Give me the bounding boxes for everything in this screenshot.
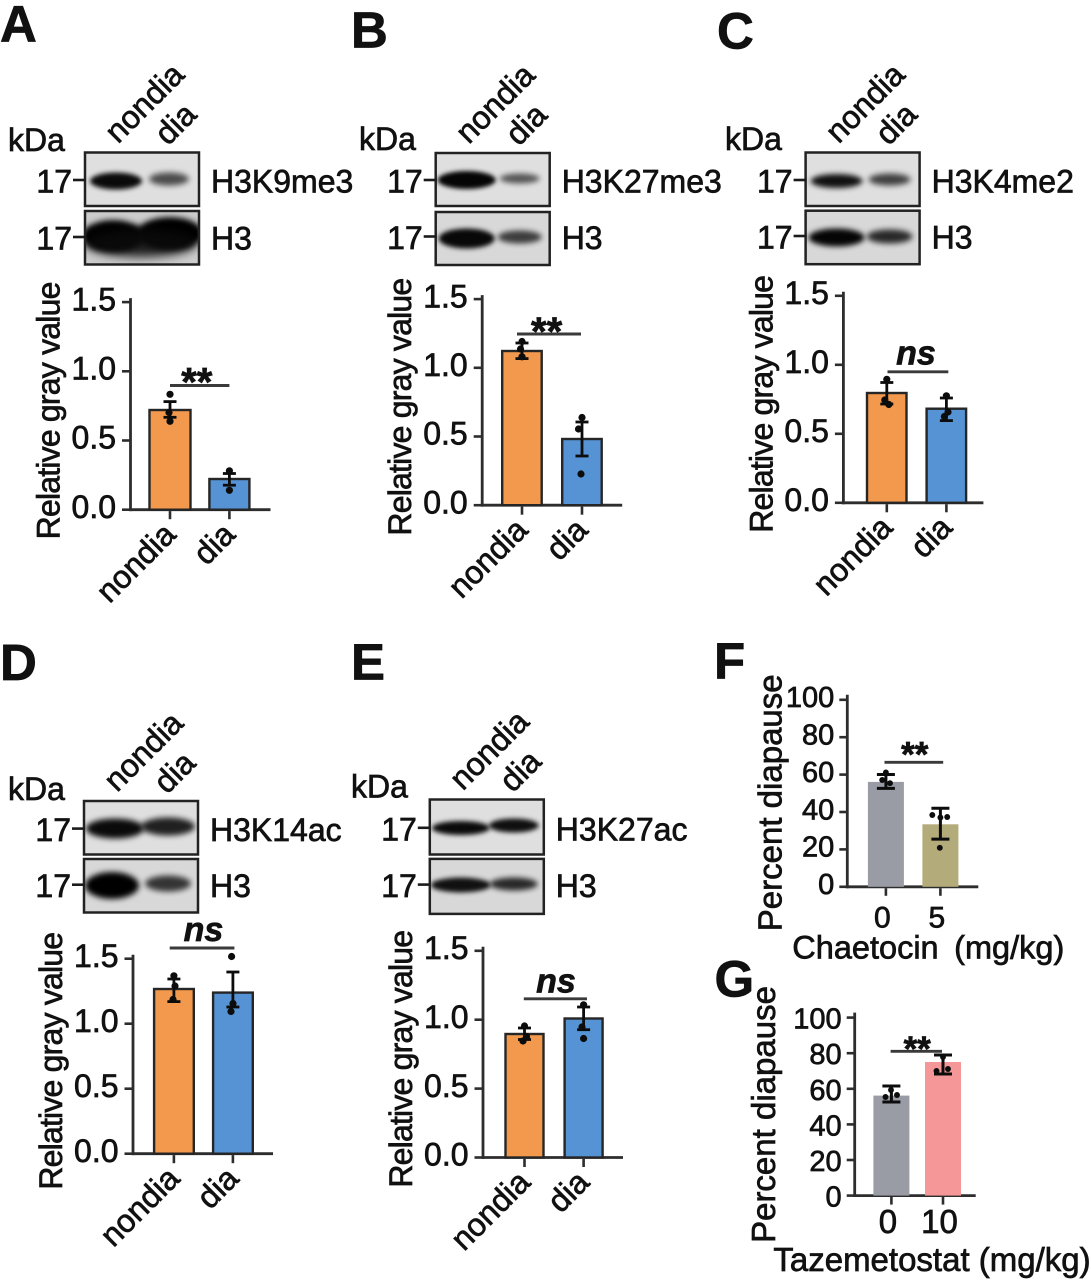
- svg-text:Tazemetostat (mg/kg): Tazemetostat (mg/kg): [773, 1241, 1090, 1278]
- svg-text:Percent diapause: Percent diapause: [752, 674, 789, 931]
- svg-text:17: 17: [381, 811, 417, 847]
- svg-text:1.5: 1.5: [74, 938, 118, 974]
- svg-text:17: 17: [35, 812, 71, 848]
- svg-text:0.0: 0.0: [72, 489, 116, 525]
- svg-text:H3K4me2: H3K4me2: [932, 164, 1074, 200]
- svg-text:F: F: [714, 633, 745, 690]
- svg-text:100: 100: [786, 682, 834, 714]
- svg-text:5: 5: [929, 902, 946, 935]
- svg-text:kDa: kDa: [8, 771, 65, 807]
- svg-text:**: **: [901, 736, 929, 775]
- svg-text:60: 60: [809, 1075, 841, 1107]
- svg-text:0.5: 0.5: [72, 420, 116, 456]
- svg-text:0.5: 0.5: [784, 413, 828, 449]
- svg-text:17: 17: [36, 221, 72, 257]
- svg-text:H3K14ac: H3K14ac: [210, 812, 342, 848]
- svg-text:**: **: [904, 1030, 932, 1069]
- svg-text:80: 80: [802, 720, 834, 752]
- svg-text:Relative gray value: Relative gray value: [31, 282, 67, 539]
- svg-text:Chaetocin (mg/kg): Chaetocin (mg/kg): [792, 930, 1064, 966]
- svg-text:kDa: kDa: [725, 121, 782, 157]
- svg-text:1.5: 1.5: [424, 930, 468, 966]
- svg-text:17: 17: [36, 164, 72, 200]
- svg-text:0.5: 0.5: [74, 1068, 118, 1104]
- svg-text:1.0: 1.0: [72, 351, 116, 387]
- svg-text:0.0: 0.0: [784, 482, 828, 518]
- svg-text:D: D: [0, 634, 37, 691]
- svg-text:10: 10: [921, 1203, 958, 1240]
- svg-text:1.0: 1.0: [74, 1003, 118, 1039]
- svg-text:17: 17: [381, 868, 417, 904]
- svg-text:40: 40: [809, 1110, 841, 1142]
- svg-text:H3: H3: [562, 220, 603, 256]
- svg-text:E: E: [351, 634, 385, 691]
- svg-text:H3: H3: [556, 868, 597, 904]
- svg-text:ns: ns: [896, 335, 936, 373]
- svg-text:0.0: 0.0: [74, 1133, 118, 1169]
- svg-text:C: C: [717, 3, 754, 60]
- svg-text:kDa: kDa: [8, 122, 65, 158]
- svg-text:17: 17: [387, 220, 423, 256]
- svg-text:H3: H3: [210, 868, 251, 904]
- svg-text:H3K27ac: H3K27ac: [556, 811, 688, 847]
- svg-text:80: 80: [809, 1039, 841, 1071]
- svg-text:H3K9me3: H3K9me3: [211, 164, 353, 200]
- svg-text:0.0: 0.0: [423, 484, 467, 520]
- svg-text:20: 20: [802, 832, 834, 864]
- svg-text:0: 0: [879, 1203, 897, 1240]
- svg-text:17: 17: [757, 164, 793, 200]
- svg-text:1.5: 1.5: [784, 275, 828, 311]
- svg-text:0: 0: [874, 902, 891, 935]
- svg-text:A: A: [0, 0, 37, 53]
- svg-text:1.0: 1.0: [424, 999, 468, 1035]
- svg-text:0.5: 0.5: [424, 1068, 468, 1104]
- svg-text:H3: H3: [211, 221, 252, 257]
- svg-text:H3: H3: [932, 220, 973, 256]
- svg-text:Relative gray value: Relative gray value: [33, 933, 69, 1190]
- svg-text:**: **: [181, 360, 213, 404]
- svg-text:0: 0: [826, 1182, 842, 1214]
- svg-text:Percent diapause: Percent diapause: [745, 986, 782, 1243]
- svg-text:17: 17: [387, 164, 423, 200]
- svg-text:1.0: 1.0: [784, 344, 828, 380]
- svg-text:0.0: 0.0: [424, 1137, 468, 1173]
- svg-text:H3K27me3: H3K27me3: [562, 164, 722, 200]
- svg-text:**: **: [531, 310, 563, 354]
- svg-text:1.0: 1.0: [423, 347, 467, 383]
- svg-text:17: 17: [757, 220, 793, 256]
- svg-text:40: 40: [802, 794, 834, 826]
- svg-text:0: 0: [818, 869, 834, 901]
- svg-text:0.5: 0.5: [423, 416, 467, 452]
- svg-text:17: 17: [35, 868, 71, 904]
- svg-text:Relative gray value: Relative gray value: [382, 279, 418, 536]
- svg-text:B: B: [351, 2, 388, 59]
- svg-text:1.5: 1.5: [72, 281, 116, 317]
- svg-text:60: 60: [802, 757, 834, 789]
- svg-text:Relative gray value: Relative gray value: [743, 276, 779, 533]
- svg-text:ns: ns: [184, 911, 224, 949]
- svg-text:Relative gray value: Relative gray value: [383, 931, 419, 1188]
- svg-text:ns: ns: [536, 963, 576, 1001]
- svg-text:kDa: kDa: [351, 769, 408, 805]
- svg-text:100: 100: [793, 1004, 841, 1036]
- svg-text:20: 20: [809, 1146, 841, 1178]
- svg-text:kDa: kDa: [359, 121, 416, 157]
- svg-text:G: G: [715, 951, 755, 1008]
- svg-text:1.5: 1.5: [423, 278, 467, 314]
